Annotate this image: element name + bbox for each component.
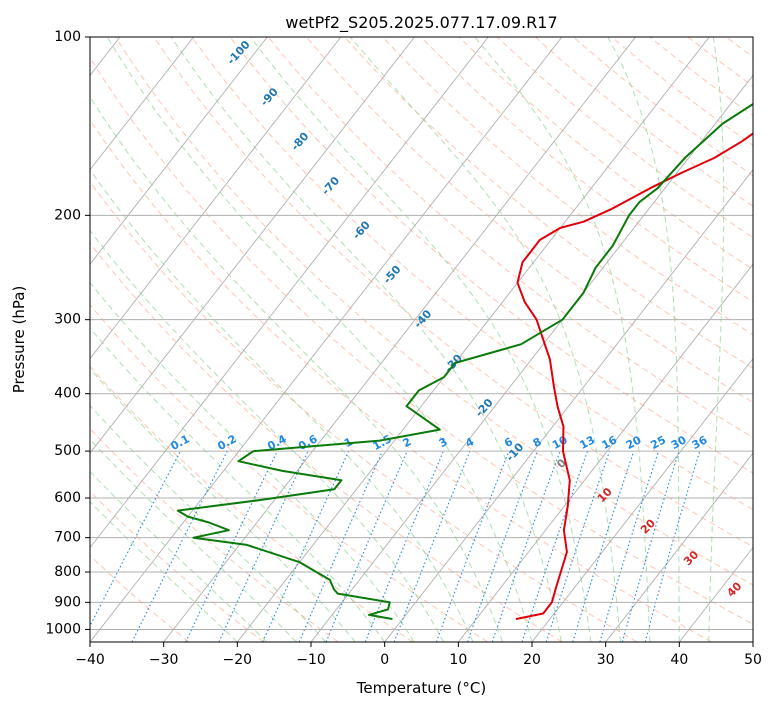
x-tick-label: 20 (523, 652, 541, 668)
mixing-ratio-label: 25 (648, 433, 668, 452)
pressure-grid (90, 37, 753, 630)
isotherm-line (90, 37, 415, 454)
temperature-profile-line (515, 132, 753, 620)
moist-adiabat-line (90, 327, 386, 642)
x-tick-label: −10 (296, 652, 326, 668)
isotherm-line (90, 37, 563, 642)
mixing-ratio-line (599, 450, 660, 642)
moist-adiabat-line (90, 501, 238, 642)
mixing-ratio-line (572, 450, 635, 642)
y-tick-label: 300 (54, 312, 81, 328)
y-tick-label: 600 (54, 490, 81, 506)
moist-adiabat-line (90, 168, 474, 642)
x-axis-label: Temperature (°C) (356, 679, 486, 697)
mixing-ratio-line (262, 450, 350, 642)
isotherm-line (531, 357, 753, 642)
x-tick-label: −30 (149, 652, 179, 668)
y-tick-label: 900 (54, 594, 81, 610)
moist-adiabat-line (90, 470, 268, 642)
y-tick-label: 500 (54, 443, 81, 459)
mixing-ratio-label: 16 (600, 433, 620, 452)
isotherm-line (163, 37, 636, 642)
moist-adiabat-line (90, 404, 327, 642)
x-tick-label: 50 (744, 652, 762, 668)
isotherm-line (90, 37, 489, 549)
dewpoint-profile-line (176, 102, 753, 620)
x-tick-label: 40 (670, 652, 688, 668)
mixing-ratio-label: 13 (577, 433, 597, 452)
dry-adiabat-line (90, 181, 638, 642)
profile-series (176, 102, 753, 620)
y-tick-label: 400 (54, 386, 81, 402)
mixing-ratio-line (325, 450, 408, 642)
dry-adiabat-line (267, 37, 753, 438)
moist-adiabat-line (607, 37, 680, 642)
moist-adiabat-line (708, 37, 725, 642)
moist-adiabat-line (90, 95, 503, 642)
x-tick-label: −20 (223, 652, 253, 668)
isotherm-line (384, 169, 753, 642)
isotherm-line (90, 37, 342, 360)
dry-adiabat-line (90, 427, 339, 642)
isotherm-line (605, 452, 753, 642)
mixing-ratio-line (393, 450, 471, 642)
dry-adiabat-line (90, 56, 753, 625)
dry-adiabat-line (90, 119, 712, 642)
y-axis-label: Pressure (hPa) (10, 286, 28, 394)
mixing-ratio-line (131, 450, 228, 642)
x-tick-label: 10 (449, 652, 467, 668)
moist-adiabat-line (90, 438, 297, 642)
dry-adiabat-line (420, 37, 753, 303)
y-tick-label: 700 (54, 530, 81, 546)
x-tick-label: 30 (597, 652, 615, 668)
isotherm-line (90, 37, 194, 171)
y-tick-label: 1000 (45, 621, 81, 637)
isotherm-line (90, 37, 268, 265)
dry-adiabat-line (115, 37, 753, 586)
isotherm-line (457, 263, 753, 642)
y-tick-label: 200 (54, 207, 81, 223)
mixing-ratio-line (644, 450, 701, 642)
isotherm-line (236, 37, 710, 642)
x-tick-label: 0 (380, 652, 389, 668)
mixing-ratio-line (521, 450, 589, 642)
y-tick-label: 100 (54, 29, 81, 45)
plot-frame (89, 36, 754, 643)
mixing-ratio-line (491, 450, 561, 642)
x-tick-label: −40 (75, 652, 105, 668)
isotherm-line (310, 74, 753, 642)
mixing-ratio-line (466, 450, 538, 642)
dry-adiabat-line (90, 303, 488, 642)
x-axis: −40 −30 −20 −10 0 10 20 30 40 50 (75, 642, 762, 668)
plot-area: -100-90-80-70-60-50-40-30-20-100.1 0.2 0.4… (90, 37, 753, 642)
moist-adiabat-line (106, 37, 533, 642)
mixing-ratio-line (435, 450, 510, 642)
chart-title: wetPf2_S205.2025.077.17.09.R17 (285, 13, 557, 33)
moist-adiabat-line (349, 37, 621, 642)
mixing-ratio-label: 10 (550, 433, 570, 452)
dry-adiabat-line (229, 37, 753, 474)
mixing-ratio-label: 20 (624, 433, 644, 452)
moist-adiabat-line (90, 367, 356, 642)
dry-adiabat-line (382, 37, 753, 336)
mixing-ratio-line (621, 450, 680, 642)
dry-adiabat-line (90, 554, 190, 642)
mixing-ratio-line (545, 450, 611, 642)
y-tick-label: 800 (54, 564, 81, 580)
mixing-ratio-label: 36 (690, 433, 710, 452)
moist-adiabat-line (90, 229, 445, 642)
mixing-ratio-line (298, 450, 384, 642)
y-axis: 1000 900 800 700 600 500 400 300 200 100 (45, 29, 90, 637)
moist-adiabat-line (250, 37, 592, 642)
mixing-ratio-line (364, 450, 444, 642)
moist-adiabat-line (474, 37, 651, 642)
mixing-ratio-label: 30 (669, 433, 689, 452)
